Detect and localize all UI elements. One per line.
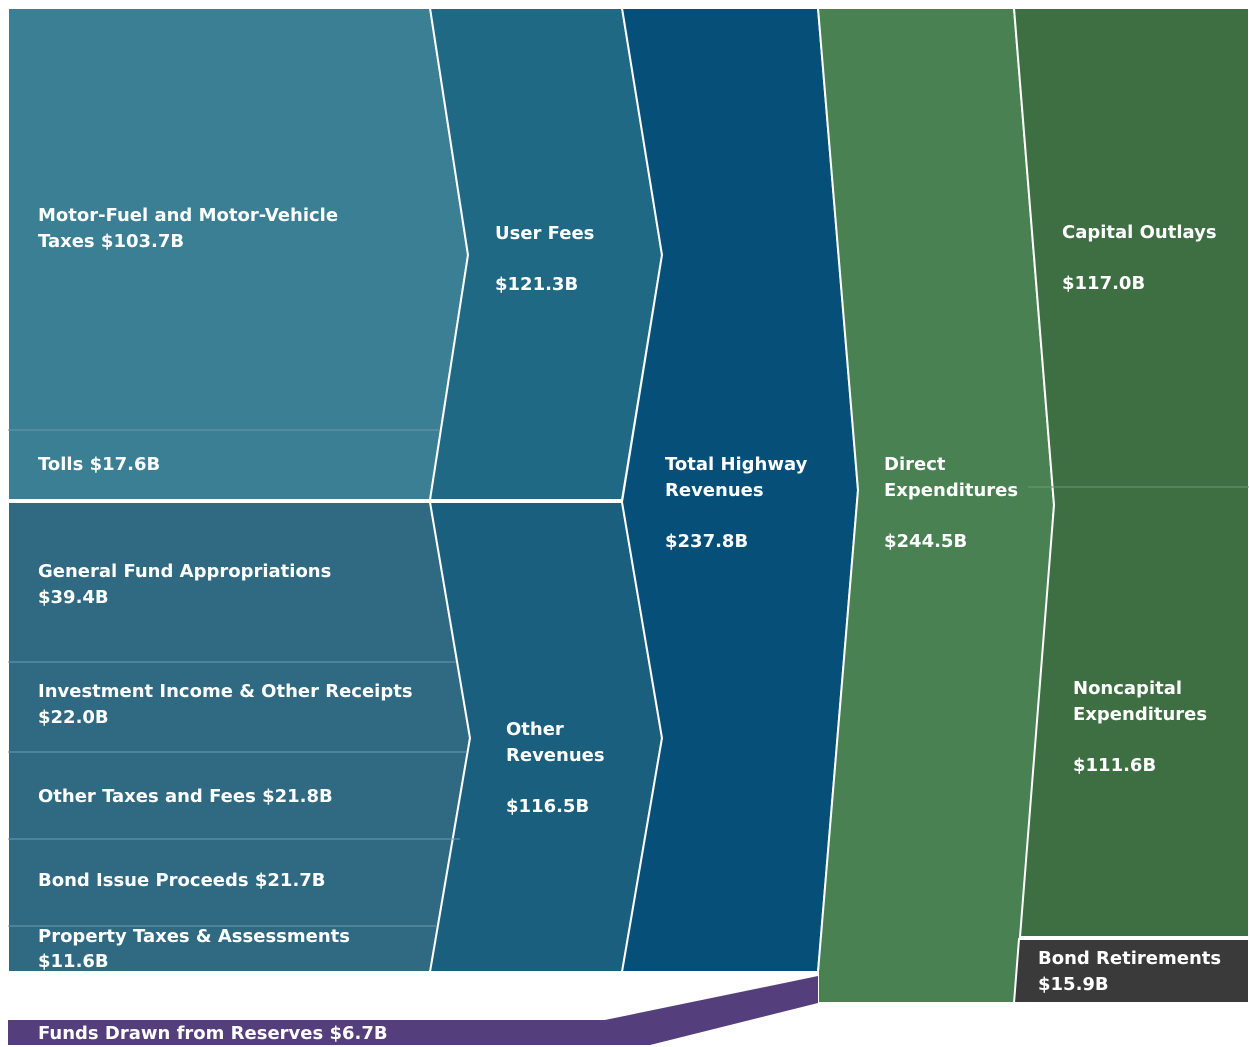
label: Motor-Fuel and Motor-Vehicle Taxes xyxy=(38,205,339,252)
amount: $121.3B xyxy=(495,274,579,295)
node-label: Bond Retirements $15.9B xyxy=(1038,946,1243,998)
node-label: Direct Expenditures $244.5B xyxy=(884,452,1044,555)
label: Tolls xyxy=(38,454,84,475)
label: $39.4B xyxy=(38,587,109,608)
label: Other Taxes and Fees xyxy=(38,786,256,807)
label: Direct Expenditures xyxy=(884,454,1019,501)
label: User Fees xyxy=(495,223,595,244)
node-label: Noncapital Expenditures $111.6B xyxy=(1073,676,1243,779)
label: Funds Drawn from Reserves xyxy=(38,1023,324,1044)
amount: $111.6B xyxy=(1073,755,1157,776)
label: Total Highway Revenues xyxy=(665,454,808,501)
amount: $116.5B xyxy=(506,796,590,817)
label: $6.7B xyxy=(329,1023,388,1044)
label: Bond Issue Proceeds xyxy=(38,870,249,891)
node-label: Investment Income & Other Receipts $22.0… xyxy=(38,679,448,731)
node-label: Bond Issue Proceeds $21.7B xyxy=(38,868,438,894)
node-label: Tolls $17.6B xyxy=(38,452,418,478)
node-label: Motor-Fuel and Motor-Vehicle Taxes $103.… xyxy=(38,203,378,255)
label: $17.6B xyxy=(89,454,161,475)
label: $11.6B xyxy=(38,951,109,972)
amount: $117.0B xyxy=(1062,273,1146,294)
label: $22.0B xyxy=(38,707,109,728)
label: Property Taxes & Assessments xyxy=(38,926,350,947)
label: Investment Income & Other Receipts xyxy=(38,681,413,702)
expenditure-split xyxy=(1012,7,1249,938)
label: $15.9B xyxy=(1038,974,1109,995)
node-label: User Fees $121.3B xyxy=(495,221,635,298)
node-label: Capital Outlays $117.0B xyxy=(1062,220,1247,297)
label: General Fund Appropriations xyxy=(38,561,332,582)
label: Other Revenues xyxy=(506,719,605,766)
label: $21.7B xyxy=(254,870,326,891)
label: Noncapital Expenditures xyxy=(1073,678,1208,725)
label: Capital Outlays xyxy=(1062,222,1217,243)
label: Bond Retirements xyxy=(1038,948,1222,969)
bond-retirements xyxy=(1012,938,1249,1004)
reserves-flow xyxy=(8,976,818,1045)
amount: $237.8B xyxy=(665,531,749,552)
amount: $244.5B xyxy=(884,531,968,552)
node-label: General Fund Appropriations $39.4B xyxy=(38,559,368,611)
node-label: Other Revenues $116.5B xyxy=(506,717,626,820)
node-label: Total Highway Revenues $237.8B xyxy=(665,452,835,555)
label: $21.8B xyxy=(262,786,333,807)
node-label: Funds Drawn from Reserves $6.7B xyxy=(38,1021,598,1047)
node-label: Property Taxes & Assessments $11.6B xyxy=(38,924,398,974)
node-label: Other Taxes and Fees $21.8B xyxy=(38,784,438,810)
label: $103.7B xyxy=(100,231,185,252)
